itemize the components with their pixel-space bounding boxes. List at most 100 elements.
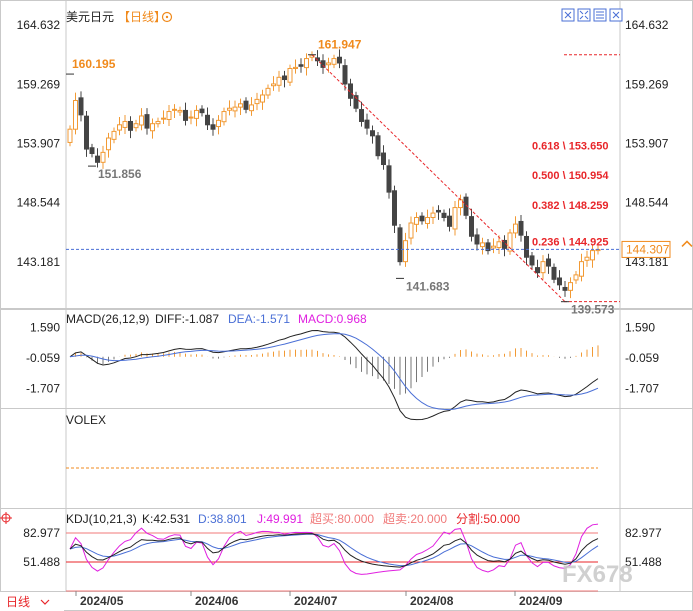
candle-body <box>117 124 122 131</box>
macd-y-tick-left: -1.707 <box>26 381 60 395</box>
candle-body <box>254 98 260 105</box>
candle-body <box>370 130 375 137</box>
candle-body <box>100 151 106 163</box>
fibonacci-trendline <box>311 54 566 303</box>
fib-label: 0.382 \ 148.259 <box>532 200 608 212</box>
candle-body <box>139 115 144 126</box>
candle-body <box>122 120 128 128</box>
candle-body <box>397 227 403 263</box>
extreme-label: 139.573 <box>571 303 615 317</box>
fib-trend-line <box>311 54 566 303</box>
candle-body <box>562 286 568 291</box>
candle-body <box>386 165 392 193</box>
extreme-label: 161.947 <box>318 38 362 52</box>
candlesticks <box>67 49 601 299</box>
candle-body <box>249 104 254 112</box>
kdj-title: KDJ(10,21,3) <box>66 512 137 526</box>
candle-body <box>507 232 513 252</box>
candle-body <box>282 75 287 81</box>
candle-body <box>359 109 364 122</box>
candle-body <box>315 57 320 62</box>
macd-lines <box>69 329 599 421</box>
candle-body <box>496 241 502 249</box>
crosshair-icon[interactable] <box>0 512 12 524</box>
zoom-icon[interactable] <box>609 8 623 22</box>
volex-panel: VOLEX <box>66 413 598 469</box>
candle-body <box>557 277 562 286</box>
extreme-label: 160.195 <box>72 57 116 71</box>
macd-title: MACD(26,12,9) <box>66 312 149 326</box>
candle-body <box>485 242 491 252</box>
candle-body <box>243 100 249 110</box>
price-y-tick-left: 164.632 <box>17 18 61 32</box>
macd-y-tick-left: -0.059 <box>26 351 60 365</box>
current-price-label: 144.307 <box>626 242 670 256</box>
kdj-y-tick-left: 82.977 <box>23 526 60 540</box>
candle-body <box>172 108 177 111</box>
candle-body <box>221 111 227 123</box>
candle-body <box>480 242 485 248</box>
candle-body <box>265 87 271 96</box>
refresh-icon[interactable] <box>161 11 173 23</box>
candle-body <box>463 196 469 216</box>
price-y-tick-right: 148.544 <box>625 196 669 210</box>
kdj-y-tick-left: 51.488 <box>23 555 60 569</box>
candle-body <box>84 115 89 150</box>
macd-y-tick-right: -0.059 <box>625 351 659 365</box>
candle-body <box>216 119 221 128</box>
date-tick-label: 2024/09 <box>519 594 563 608</box>
candle-body <box>128 120 133 131</box>
candle-body <box>452 207 458 230</box>
period-tag[interactable]: 【日线】 <box>118 10 166 24</box>
candle-body <box>579 261 584 277</box>
candle-body <box>447 215 452 227</box>
candle-body <box>491 245 496 249</box>
candle-body <box>276 76 282 86</box>
fib-label: 0.500 \ 150.954 <box>532 170 609 182</box>
price-y-tick-right: 164.632 <box>625 18 669 32</box>
candle-body <box>161 117 166 120</box>
macd-panel: MACD(26,12,9) DIFF:-1.087 DEA:-1.571 MACD:0… <box>26 312 659 421</box>
period-button[interactable]: 日线 <box>0 592 64 611</box>
kdj-oversold: 超卖:20.000 <box>383 511 447 526</box>
candle-body <box>78 97 84 116</box>
watermark: FX678 <box>562 561 633 588</box>
kdj-y-tick-right: 82.977 <box>625 526 662 540</box>
period-button-label[interactable]: 日线 <box>6 595 30 609</box>
candle-body <box>183 109 188 121</box>
price-y-tick-right: 153.907 <box>625 136 669 150</box>
kdj-j-line <box>69 523 599 575</box>
candle-body <box>287 67 293 83</box>
expand-icon[interactable] <box>577 8 591 22</box>
macd-dea: DEA:-1.571 <box>228 312 290 326</box>
price-y-tick-right: 143.181 <box>625 255 669 269</box>
candle-body <box>381 152 386 166</box>
date-axis: 2024/05 2024/06 2024/07 2024/08 2024/09 <box>75 591 563 608</box>
fx678-logo: FX678 <box>562 561 633 588</box>
candle-body <box>326 62 331 66</box>
candle-body <box>469 216 474 237</box>
candle-body <box>166 111 172 120</box>
kdj-y-axis: 82.977 82.977 51.488 51.488 <box>23 526 662 569</box>
date-tick-label: 2024/05 <box>80 594 124 608</box>
candle-body <box>177 109 183 113</box>
current-price-box <box>621 240 671 258</box>
candle-body <box>353 95 359 109</box>
macd-dea-line <box>69 333 599 411</box>
candle-body <box>298 64 304 67</box>
candle-body <box>568 282 573 291</box>
price-y-tick-left: 159.269 <box>17 77 61 91</box>
candle-body <box>293 66 298 69</box>
price-y-tick-right: 159.269 <box>625 77 669 91</box>
candle-body <box>106 137 111 151</box>
candle-body <box>364 119 370 129</box>
collapse-icon[interactable] <box>561 8 575 22</box>
price-y-tick-left: 143.181 <box>17 255 61 269</box>
price-y-axis-left: 164.632 159.269 153.907 148.544 143.181 <box>17 18 61 269</box>
candle-body <box>375 135 381 157</box>
candle-body <box>89 147 95 154</box>
grid-icon[interactable] <box>593 8 607 22</box>
candle-body <box>546 258 551 267</box>
macd-y-axis: 1.590 1.590 -0.059 -0.059 -1.707 -1.707 <box>26 320 659 395</box>
date-tick-label: 2024/07 <box>294 594 338 608</box>
